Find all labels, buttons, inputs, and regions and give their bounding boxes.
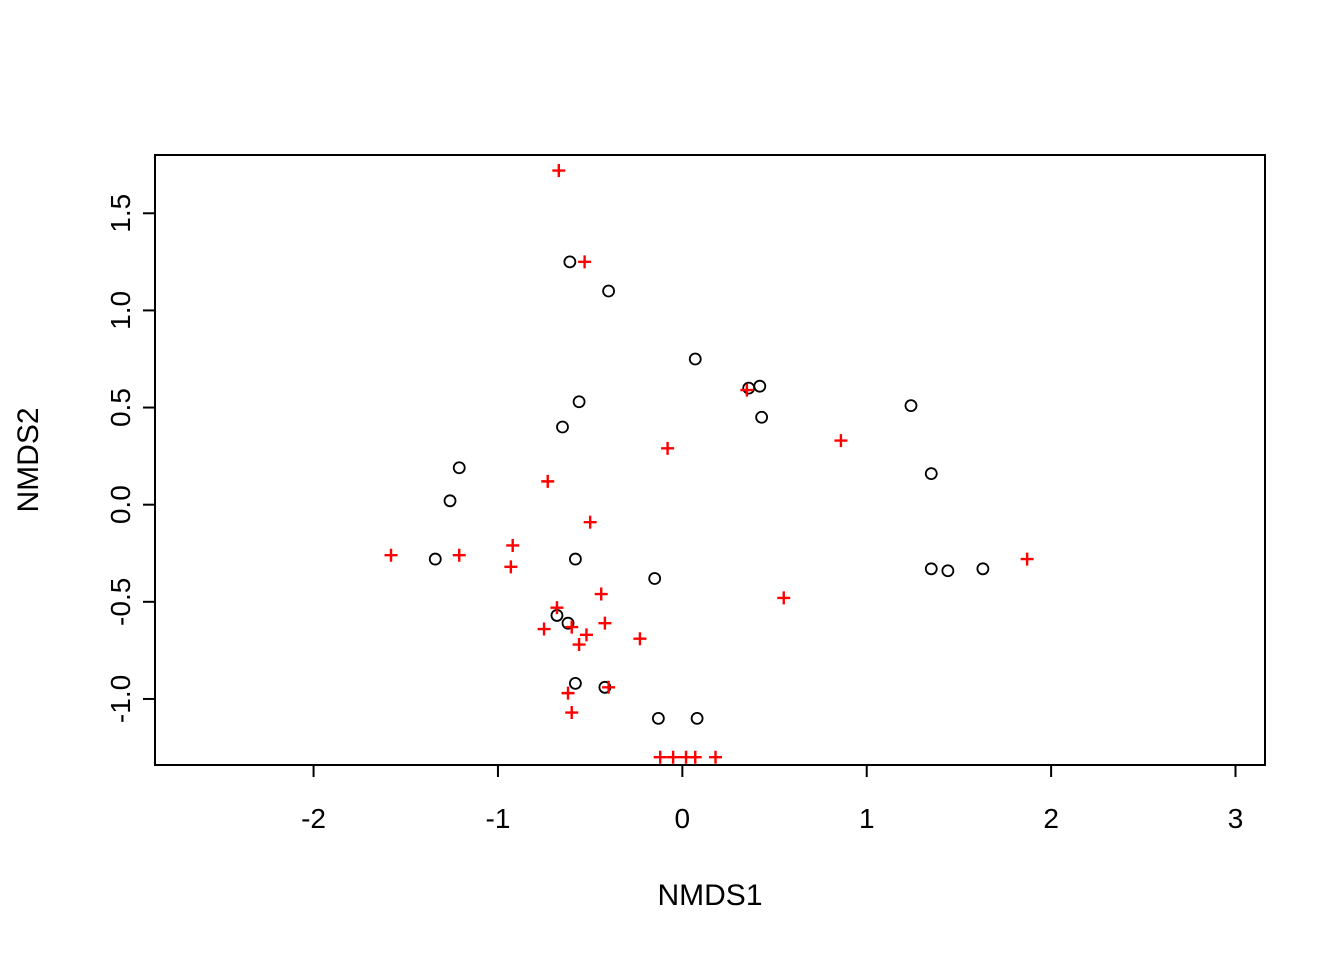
y-axis-tick-label: 0.5: [105, 388, 136, 427]
plot-border: [154, 154, 1266, 766]
data-point-plus: [565, 706, 579, 720]
data-point-circle: [568, 552, 582, 566]
data-point-plus: [541, 474, 555, 488]
data-point-circle: [941, 564, 955, 578]
x-axis-tick-label: 3: [1228, 803, 1244, 834]
data-point-circle: [753, 379, 767, 393]
data-point-circle: [742, 381, 756, 395]
data-point-plus: [688, 750, 702, 764]
x-axis-label: NMDS1: [657, 879, 762, 912]
data-point-circle: [755, 410, 769, 424]
data-point-circle: [688, 352, 702, 366]
y-axis-tick-label: 1.5: [105, 194, 136, 233]
data-point-circle: [561, 616, 575, 630]
data-points: [384, 164, 1034, 764]
data-point-plus: [506, 538, 520, 552]
y-axis-label: NMDS2: [12, 407, 45, 512]
data-point-circle: [924, 467, 938, 480]
x-axis: -2 -1 0 1 2 3: [301, 765, 1243, 834]
data-point-plus: [709, 750, 723, 764]
y-axis-tick-label: -1.0: [105, 675, 136, 723]
data-point-plus: [572, 638, 586, 652]
data-point-circle: [904, 399, 918, 413]
y-axis-tick-label: 1.0: [105, 291, 136, 330]
data-point-plus: [504, 560, 518, 574]
data-point-plus: [537, 622, 551, 636]
data-point-circle: [556, 420, 569, 434]
data-point-plus: [598, 616, 612, 630]
data-point-plus: [834, 434, 848, 448]
data-point-circle: [572, 395, 586, 409]
y-axis-tick-label: 0.0: [105, 485, 136, 524]
data-point-plus: [1020, 552, 1034, 566]
data-point-plus: [777, 591, 791, 605]
y-axis: -1.0 -0.5 0.0 0.5 1.0 1.5: [105, 194, 155, 723]
data-point-circle: [648, 572, 662, 585]
data-point-circle: [651, 711, 665, 725]
data-point-circle: [452, 461, 466, 475]
data-point-circle: [924, 562, 938, 576]
data-point-circle: [563, 255, 577, 269]
x-axis-tick-label: -1: [486, 803, 511, 834]
data-point-circle: [602, 284, 615, 298]
data-point-plus: [594, 587, 608, 601]
data-point-plus: [661, 441, 675, 455]
data-point-plus: [578, 255, 592, 269]
data-point-plus: [740, 383, 754, 397]
data-point-plus: [565, 620, 579, 634]
data-point-circle: [428, 552, 442, 566]
data-point-plus: [452, 548, 466, 562]
data-point-circle: [443, 494, 457, 508]
data-point-plus: [550, 601, 564, 615]
data-point-plus: [561, 686, 575, 700]
data-point-plus: [633, 632, 647, 646]
x-axis-tick-label: 0: [675, 803, 691, 834]
data-point-circle: [976, 562, 990, 576]
y-axis-tick-label: -0.5: [105, 578, 136, 626]
x-axis-tick-label: 1: [859, 803, 875, 834]
data-point-plus: [583, 515, 597, 529]
data-point-plus: [666, 750, 680, 764]
x-axis-tick-label: -2: [301, 803, 326, 834]
data-point-plus: [602, 680, 616, 694]
data-point-plus: [384, 548, 398, 562]
data-point-plus: [653, 750, 667, 764]
data-point-plus: [552, 164, 566, 178]
data-point-circle: [690, 711, 704, 725]
data-point-circle: [568, 677, 582, 690]
data-point-plus: [579, 628, 593, 642]
x-axis-tick-label: 2: [1043, 803, 1059, 834]
